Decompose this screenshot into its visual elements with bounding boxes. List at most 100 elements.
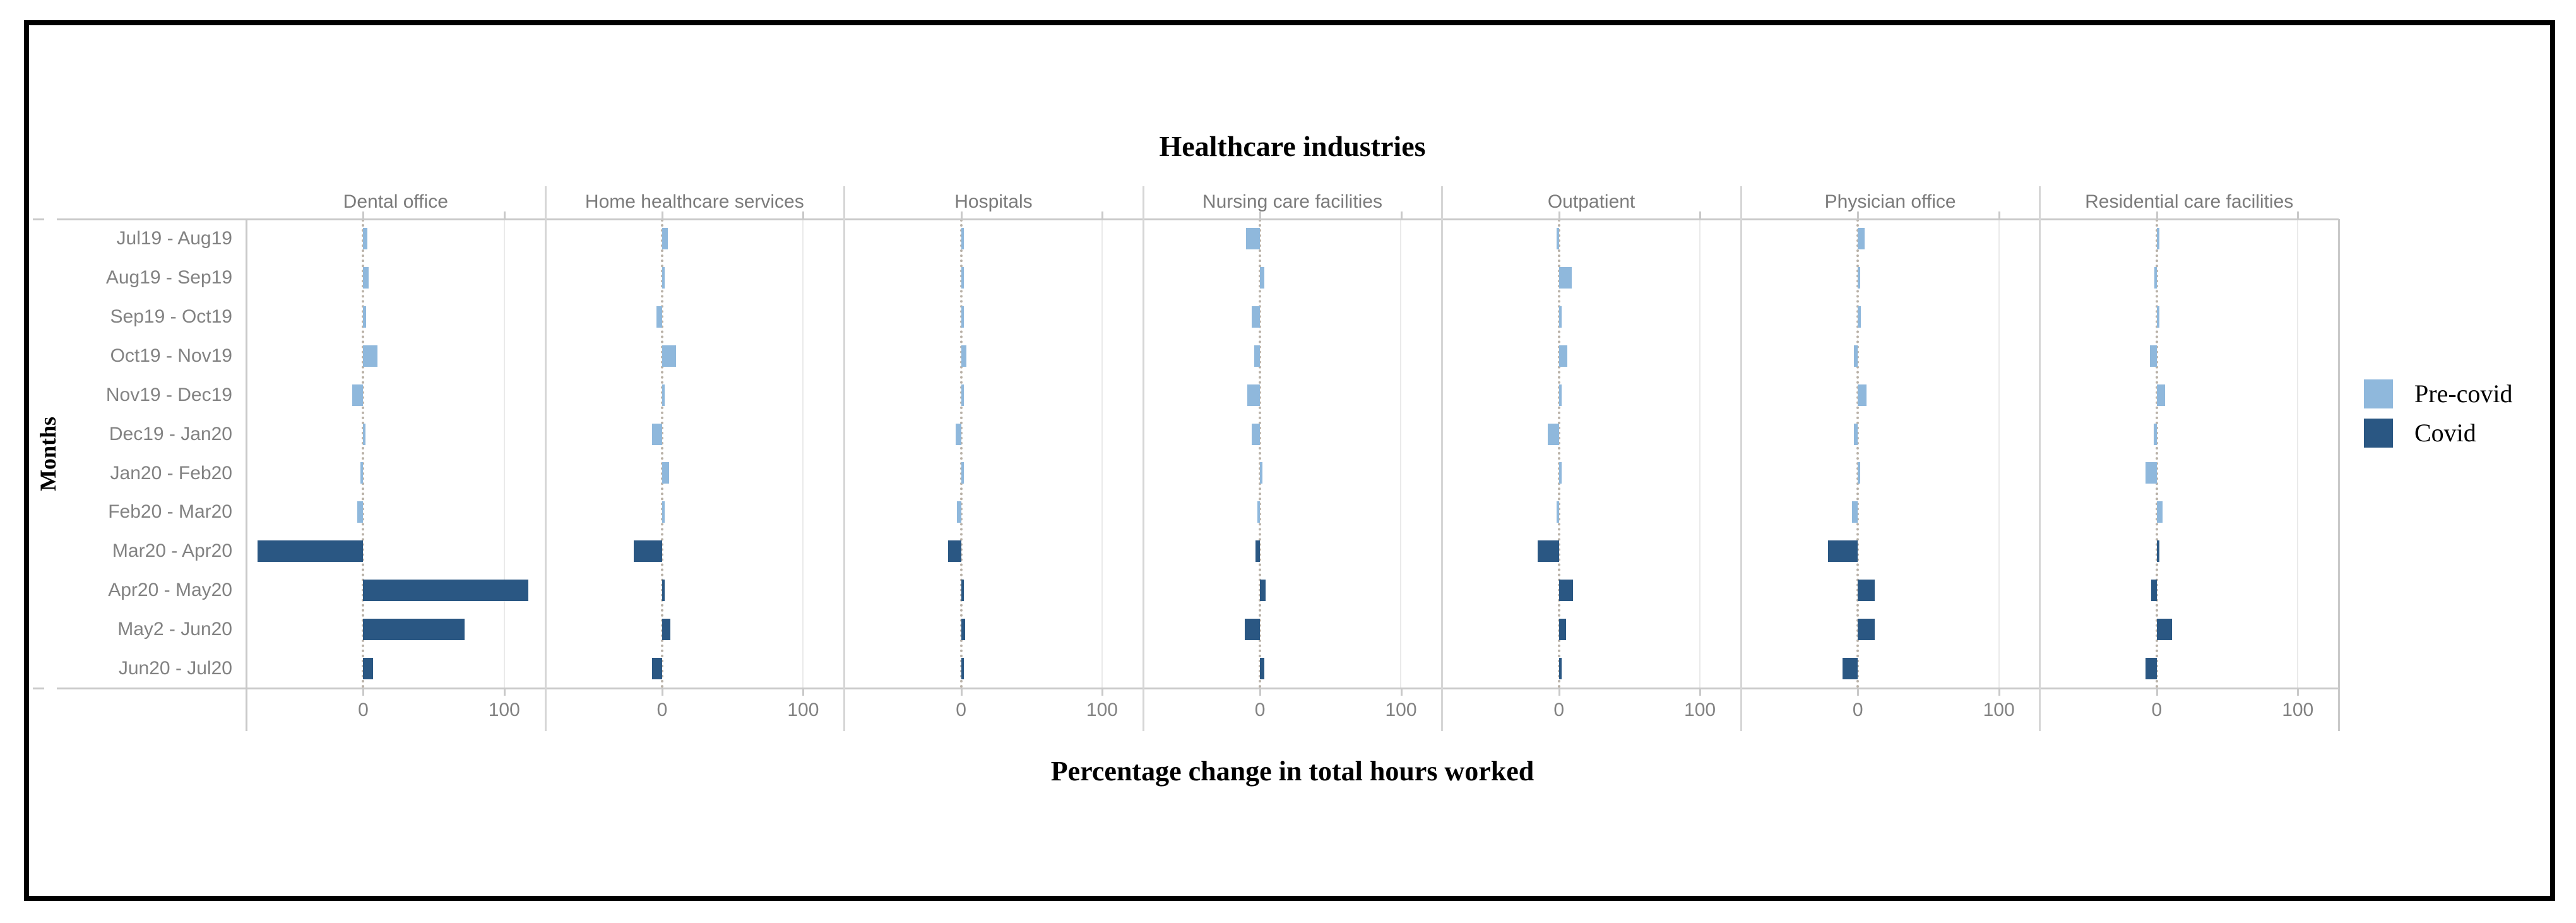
bar (956, 501, 961, 523)
x-axis-bottom-tick (1998, 688, 2000, 696)
bar (1538, 540, 1559, 563)
bar (662, 619, 671, 641)
x-axis-top-tick (1400, 211, 1403, 219)
bar (1558, 384, 1562, 406)
zero-line (660, 219, 663, 688)
bar (2154, 266, 2157, 289)
month-label: Sep19 - Oct19 (110, 306, 232, 327)
x-axis-top-tick (1857, 211, 1860, 219)
bar (662, 345, 677, 367)
x-axis-top-tick (362, 211, 365, 219)
bar (2149, 345, 2157, 367)
bar (955, 423, 961, 445)
panel-separator (544, 186, 547, 731)
bar (662, 266, 665, 289)
zero-line (959, 219, 963, 688)
x-axis-bottom-tick (1400, 688, 1403, 696)
month-label: Mar20 - Apr20 (112, 540, 232, 562)
bar (2156, 619, 2173, 641)
facet-title: Outpatient (1547, 191, 1635, 212)
month-label: Dec19 - Jan20 (109, 423, 232, 444)
bar (961, 345, 967, 367)
bar (2156, 501, 2163, 523)
bar (656, 306, 662, 328)
x-axis-tick-label: 100 (1983, 700, 2015, 720)
bar (662, 580, 665, 602)
bar (1828, 540, 1858, 563)
x-axis-tick-label: 100 (1086, 700, 1118, 720)
bar (2156, 384, 2166, 406)
bar (257, 540, 364, 563)
x-axis-top-tick (503, 211, 506, 219)
bar (1547, 423, 1559, 445)
panel-separator (2039, 186, 2041, 731)
bar (1858, 580, 1875, 602)
bar (1558, 345, 1568, 367)
bar (961, 580, 964, 602)
bar (961, 266, 964, 289)
bar (1245, 227, 1261, 249)
bar (652, 423, 662, 445)
bar (2151, 580, 2157, 602)
month-label: Oct19 - Nov19 (110, 345, 232, 366)
x-axis-top-tick (1699, 211, 1702, 219)
gridline-100 (1400, 219, 1402, 688)
y-axis-bottom-tick (33, 688, 44, 689)
bar (961, 384, 964, 406)
bar (652, 658, 662, 680)
x-axis-bottom-tick (2297, 688, 2300, 696)
bar (961, 619, 966, 641)
x-axis-bottom-tick (1259, 688, 1262, 696)
panel-separator (1740, 186, 1742, 731)
facet-title: Nursing care facilities (1202, 191, 1383, 212)
month-label: Feb20 - Mar20 (108, 501, 232, 523)
bar (1247, 384, 1261, 406)
x-axis-tick-label: 0 (956, 700, 966, 720)
bar (363, 619, 465, 641)
bar (961, 462, 964, 484)
bar (2156, 540, 2159, 563)
bar (2156, 227, 2160, 249)
x-axis-bottom-tick (362, 688, 365, 696)
x-axis-bottom-tick (661, 688, 663, 696)
gridline-100 (503, 219, 505, 688)
bar (1858, 227, 1865, 249)
zero-line (1557, 219, 1560, 688)
gridline-100 (2297, 219, 2299, 688)
x-axis-bottom-tick (1101, 688, 1103, 696)
bar (1260, 462, 1263, 484)
bar (2154, 423, 2157, 445)
x-axis-tick-label: 100 (488, 700, 520, 720)
chart-title: Healthcare industries (1159, 130, 1426, 162)
bar (1251, 423, 1261, 445)
panel-separator (843, 186, 846, 731)
facet-panel (844, 219, 1143, 688)
bar (2156, 306, 2159, 328)
bar (1858, 306, 1861, 328)
bar (662, 462, 670, 484)
bar (360, 462, 364, 484)
x-axis-tick-label: 0 (2151, 700, 2163, 720)
bar (1858, 266, 1861, 289)
legend-item: Pre-covid (2364, 379, 2513, 408)
month-label: Aug19 - Sep19 (105, 266, 232, 288)
x-axis-tick-label: 0 (1254, 700, 1266, 720)
bar (363, 306, 366, 328)
x-axis-title: Percentage change in total hours worked (1050, 756, 1534, 787)
x-axis-top-tick (1558, 211, 1560, 219)
bar (1260, 580, 1266, 602)
x-axis-top-tick (2156, 211, 2158, 219)
panel-separator (1142, 186, 1144, 731)
chart-border-frame (24, 20, 2555, 901)
bar (1556, 227, 1559, 249)
bar (1251, 306, 1261, 328)
facet-panel (246, 219, 545, 688)
bar (363, 423, 366, 445)
plot-top-line (57, 218, 2339, 220)
bar (363, 580, 528, 602)
bar (1558, 658, 1562, 680)
bar (363, 345, 377, 367)
x-axis-bottom-tick (2156, 688, 2158, 696)
zero-line (362, 219, 365, 688)
